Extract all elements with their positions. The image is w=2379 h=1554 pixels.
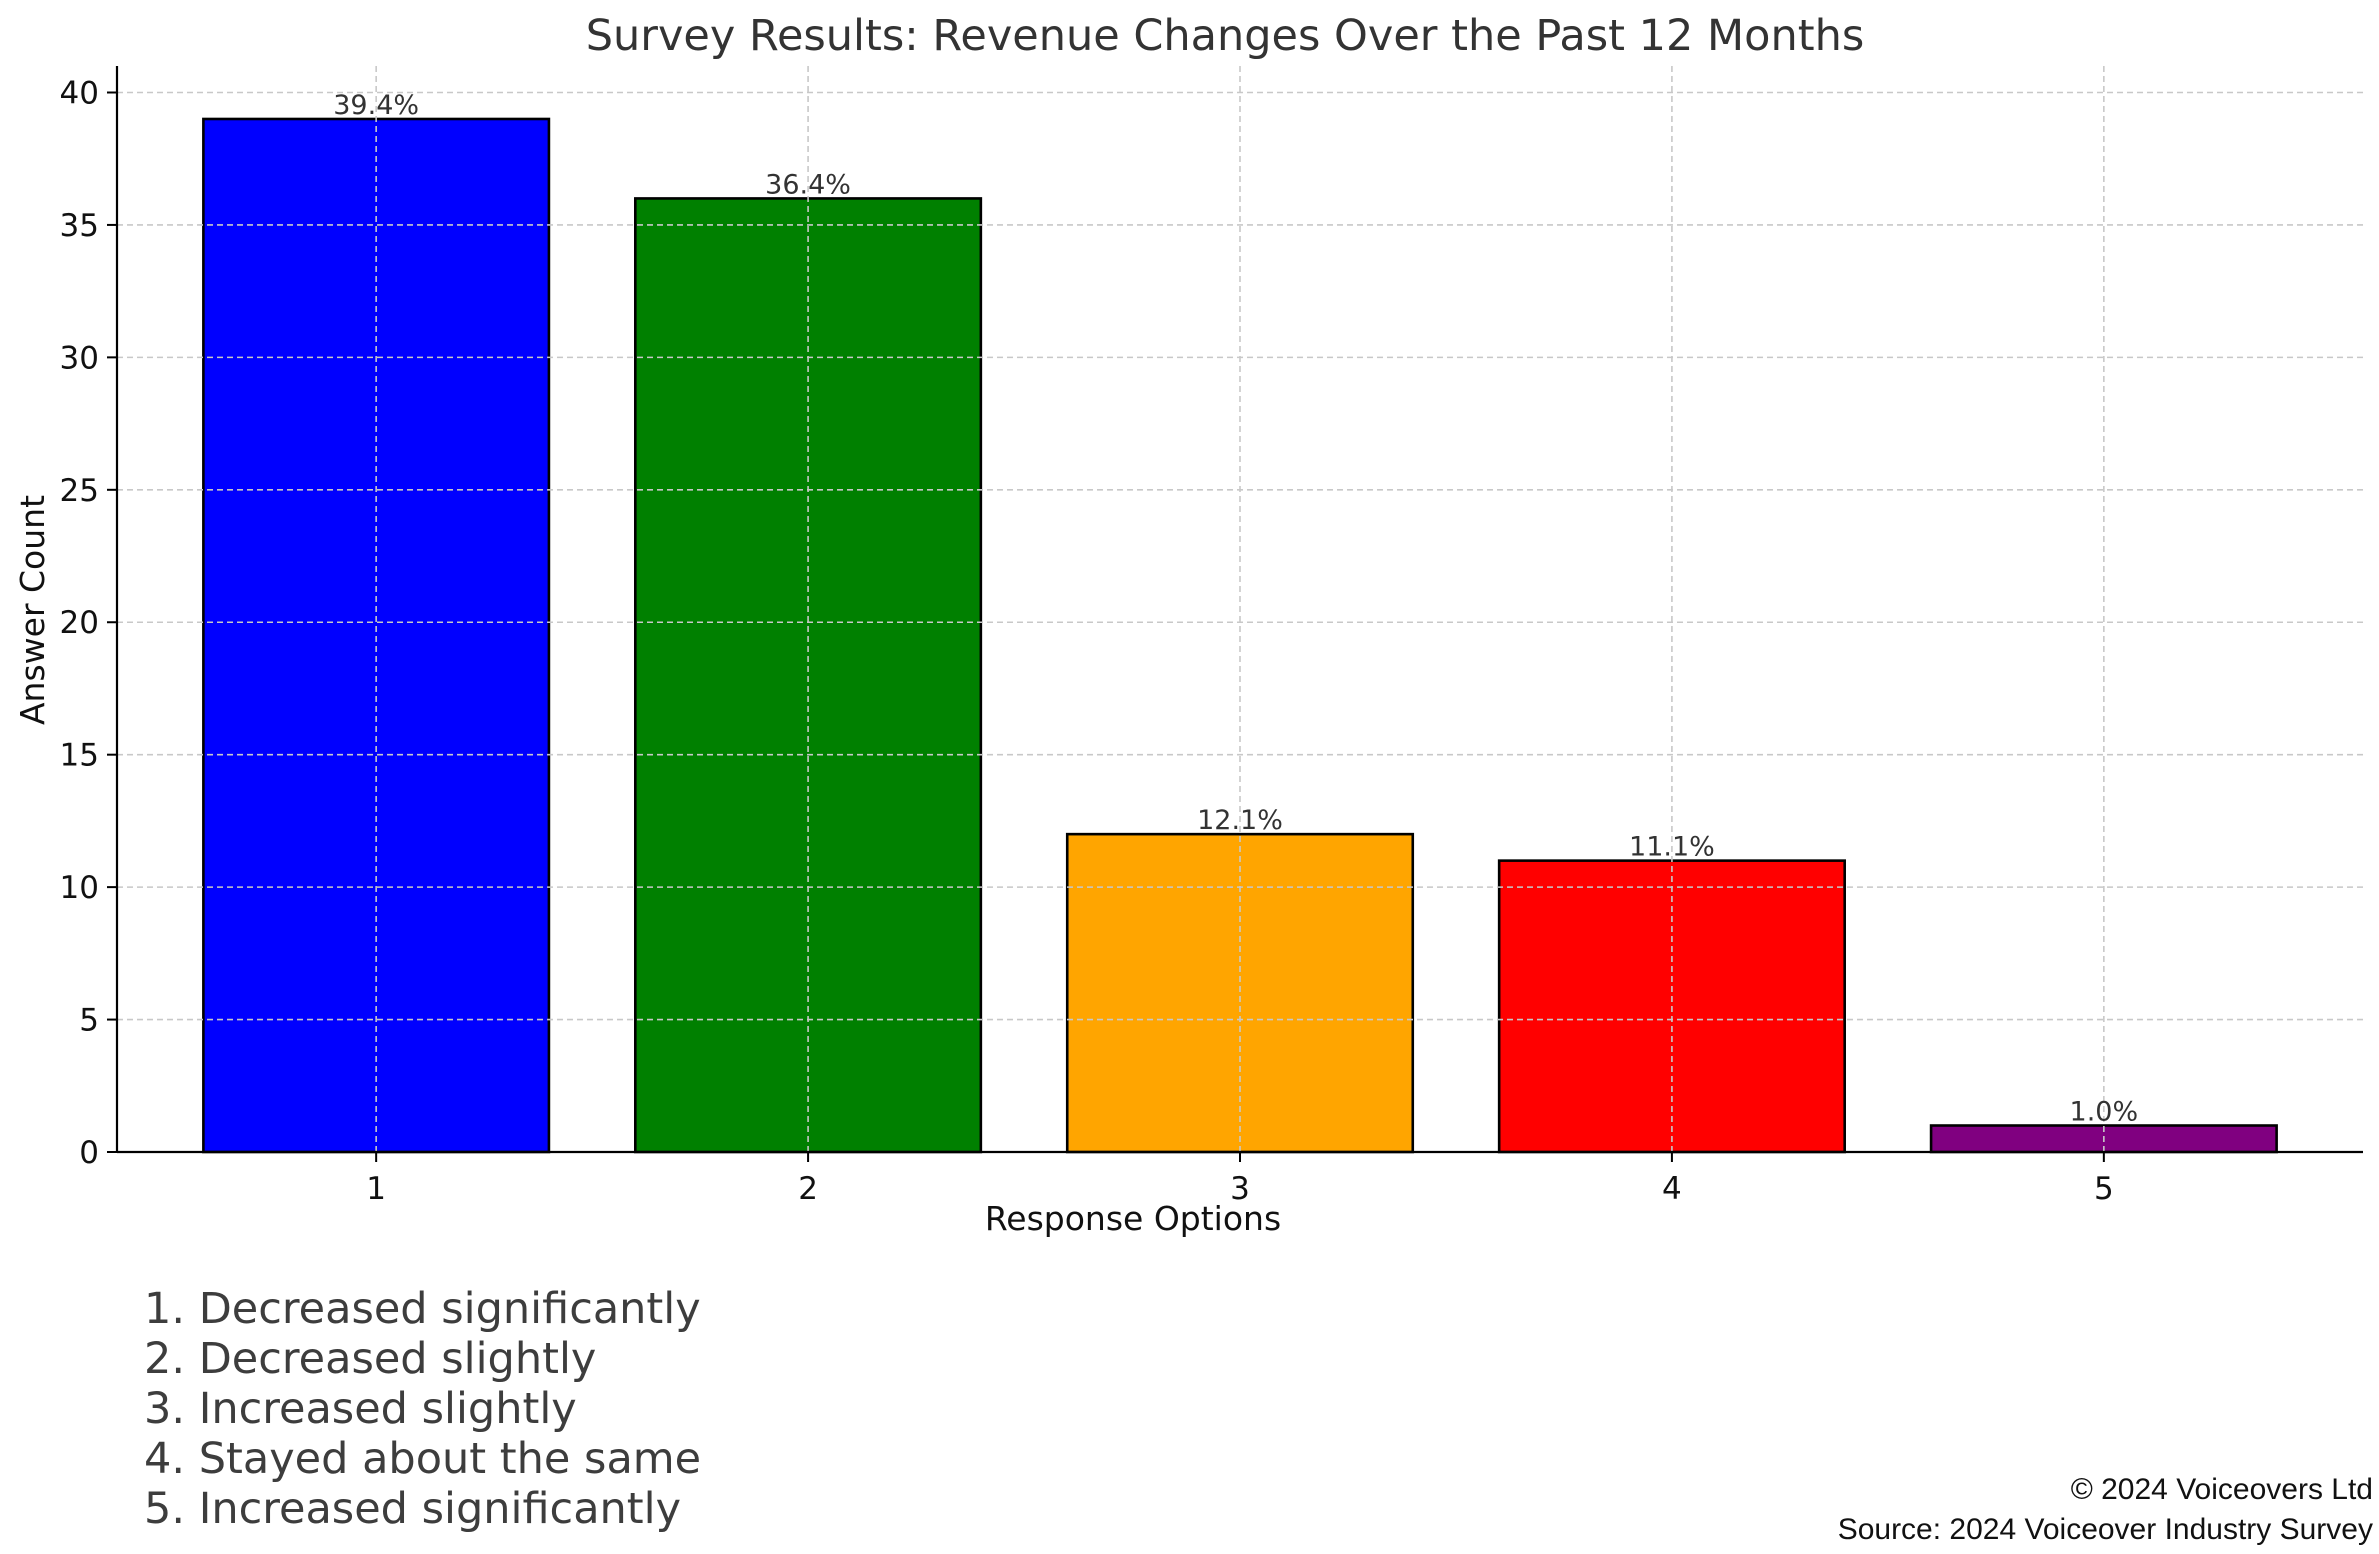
copyright-text: © 2024 Voiceovers Ltd <box>2070 1473 2373 1506</box>
data-labels: 39.4% 36.4% 12.1% 11.1% 1.0% <box>333 90 2138 1128</box>
x-tick-label: 2 <box>798 1171 818 1207</box>
y-tick-label: 40 <box>60 75 99 111</box>
legend-item: 3. Increased slightly <box>144 1384 577 1434</box>
x-tick-label: 1 <box>366 1171 386 1207</box>
chart-title: Survey Results: Revenue Changes Over the… <box>586 11 1864 61</box>
y-tick-label: 10 <box>60 870 99 906</box>
grid-lines <box>117 66 2363 1152</box>
y-tick-label: 25 <box>60 473 99 509</box>
legend-item: 2. Decreased slightly <box>144 1334 597 1384</box>
y-tick-label: 30 <box>60 340 99 376</box>
y-tick-label: 35 <box>60 208 99 244</box>
data-label: 11.1% <box>1629 832 1715 863</box>
axis-ticks: 0 5 10 15 20 25 30 35 40 1 2 3 4 5 <box>60 75 2114 1207</box>
data-label: 1.0% <box>2070 1097 2139 1128</box>
legend-item: 1. Decreased significantly <box>144 1284 701 1334</box>
response-options-legend: 1. Decreased significantly 2. Decreased … <box>144 1284 701 1534</box>
data-label: 12.1% <box>1197 805 1283 836</box>
legend-item: 4. Stayed about the same <box>144 1434 702 1484</box>
x-tick-label: 3 <box>1230 1171 1250 1207</box>
footer: © 2024 Voiceovers Ltd Source: 2024 Voice… <box>1838 1470 2373 1550</box>
data-label: 39.4% <box>333 90 419 121</box>
x-axis-label: Response Options <box>985 1199 1281 1238</box>
y-tick-label: 5 <box>79 1003 99 1039</box>
y-tick-label: 0 <box>79 1135 99 1171</box>
y-tick-label: 20 <box>60 605 99 641</box>
source-text: Source: 2024 Voiceover Industry Survey <box>1837 1513 2373 1546</box>
x-tick-label: 4 <box>1662 1171 1682 1207</box>
y-axis-label: Answer Count <box>13 495 52 725</box>
y-tick-label: 15 <box>60 738 99 774</box>
legend-item: 5. Increased significantly <box>144 1484 682 1534</box>
x-tick-label: 5 <box>2094 1171 2114 1207</box>
data-label: 36.4% <box>765 169 851 200</box>
